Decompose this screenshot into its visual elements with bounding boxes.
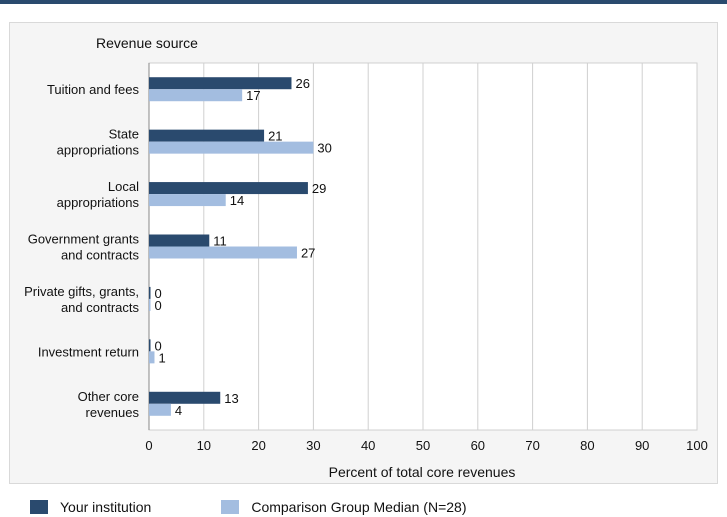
data-label: 13 bbox=[224, 391, 238, 406]
top-rule bbox=[0, 0, 727, 4]
category-label: Investment return bbox=[38, 344, 139, 359]
legend-item-your-institution: Your institution bbox=[30, 499, 151, 515]
bar bbox=[149, 403, 171, 416]
category-axis-title: Revenue source bbox=[96, 35, 198, 51]
bar bbox=[149, 89, 243, 102]
data-label: 26 bbox=[295, 76, 309, 91]
data-label: 11 bbox=[213, 234, 227, 249]
legend-item-comparison-median: Comparison Group Median (N=28) bbox=[221, 499, 466, 515]
category-label: appropriations bbox=[57, 195, 140, 210]
x-tick-label: 40 bbox=[361, 438, 375, 453]
category-label: and contracts bbox=[61, 300, 140, 315]
data-label: 0 bbox=[155, 298, 162, 313]
data-label: 30 bbox=[317, 141, 331, 156]
legend-label-comparison-median: Comparison Group Median (N=28) bbox=[251, 499, 467, 515]
category-label: Other core bbox=[78, 389, 139, 404]
x-tick-label: 60 bbox=[471, 438, 485, 453]
x-tick-label: 30 bbox=[306, 438, 320, 453]
category-label: revenues bbox=[86, 405, 140, 420]
bar bbox=[149, 194, 226, 207]
data-label: 4 bbox=[175, 403, 182, 418]
bar bbox=[149, 182, 308, 195]
data-label: 0 bbox=[155, 286, 162, 301]
data-label: 29 bbox=[312, 181, 326, 196]
x-tick-label: 50 bbox=[416, 438, 430, 453]
bar bbox=[149, 391, 221, 404]
category-label: Government grants bbox=[28, 232, 140, 247]
category-label: and contracts bbox=[61, 248, 140, 263]
bar bbox=[149, 339, 151, 352]
data-label: 1 bbox=[158, 350, 165, 365]
x-tick-label: 100 bbox=[686, 438, 708, 453]
x-tick-label: 90 bbox=[635, 438, 649, 453]
category-label: appropriations bbox=[57, 143, 140, 158]
data-label: 27 bbox=[301, 246, 315, 261]
bar-layer bbox=[149, 77, 314, 416]
category-label: Local bbox=[108, 179, 139, 194]
legend-label-your-institution: Your institution bbox=[60, 499, 152, 515]
x-axis-title: Percent of total core revenues bbox=[329, 464, 516, 480]
x-tick-label: 10 bbox=[197, 438, 211, 453]
bar bbox=[149, 246, 297, 259]
bar bbox=[149, 129, 265, 142]
data-label: 21 bbox=[268, 129, 282, 144]
bar bbox=[149, 351, 155, 364]
bar bbox=[149, 77, 292, 90]
legend-swatch-your-institution bbox=[30, 500, 48, 514]
x-tick-label: 0 bbox=[145, 438, 152, 453]
legend: Your institution Comparison Group Median… bbox=[30, 497, 536, 517]
category-label: State bbox=[109, 127, 139, 142]
bar bbox=[149, 286, 151, 299]
data-label: 14 bbox=[230, 193, 244, 208]
bar bbox=[149, 234, 210, 247]
x-tick-label: 20 bbox=[251, 438, 265, 453]
data-label: 0 bbox=[155, 338, 162, 353]
category-label: Tuition and fees bbox=[47, 82, 140, 97]
data-label: 17 bbox=[246, 88, 260, 103]
bar bbox=[149, 298, 151, 311]
category-label: Private gifts, grants, bbox=[24, 284, 139, 299]
legend-swatch-comparison-median bbox=[221, 500, 240, 514]
x-tick-label: 70 bbox=[525, 438, 539, 453]
x-tick-label: 80 bbox=[580, 438, 594, 453]
bar bbox=[149, 141, 314, 154]
